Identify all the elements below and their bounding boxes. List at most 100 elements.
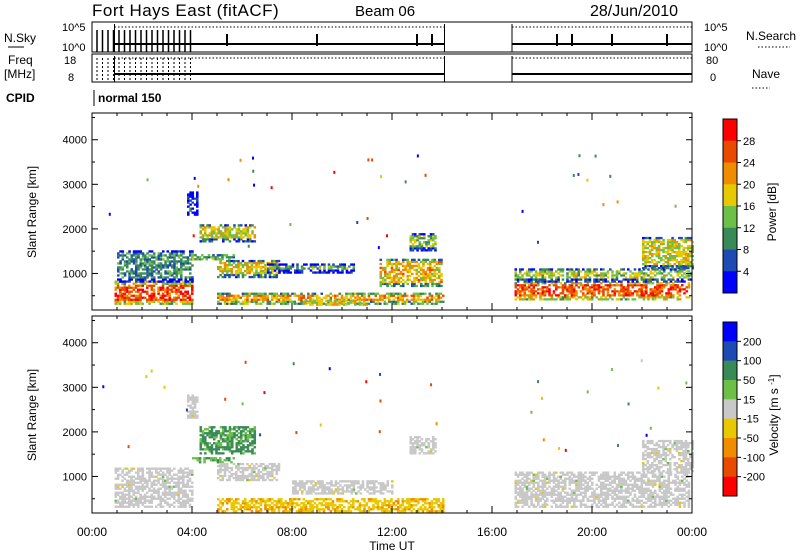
range-cell	[280, 263, 284, 266]
range-cell	[164, 493, 167, 496]
range-cell	[602, 280, 605, 283]
range-cell	[273, 504, 276, 507]
range-cell	[642, 255, 645, 258]
range-cell	[514, 481, 518, 484]
range-cell	[264, 502, 267, 505]
range-cell	[375, 486, 378, 489]
range-cell	[188, 282, 192, 285]
range-cell	[427, 450, 431, 453]
range-cell	[414, 450, 417, 453]
range-cell	[228, 444, 232, 447]
range-cell	[264, 478, 267, 482]
range-cell	[416, 438, 419, 441]
range-cell	[139, 272, 143, 275]
range-cell	[150, 499, 154, 502]
range-cell	[157, 495, 160, 498]
range-cell	[241, 502, 245, 505]
range-cell	[296, 263, 299, 266]
range-cell	[539, 491, 542, 494]
range-cell	[214, 258, 218, 261]
range-cell	[388, 300, 391, 303]
range-cell	[342, 299, 346, 302]
range-cell	[188, 294, 192, 297]
range-cell	[293, 498, 297, 501]
range-cell	[228, 446, 232, 449]
range-cell	[228, 302, 231, 305]
range-cell	[662, 259, 665, 262]
range-cell	[300, 269, 304, 272]
range-cell	[675, 253, 679, 256]
range-cell	[231, 434, 234, 437]
range-cell	[141, 489, 145, 492]
range-cell	[244, 426, 248, 429]
range-cell	[319, 482, 322, 485]
range-cell	[418, 452, 422, 455]
range-cell	[148, 499, 151, 502]
range-cell	[648, 265, 652, 268]
range-cell	[409, 245, 413, 248]
range-cell	[523, 475, 527, 478]
range-cell	[303, 267, 306, 270]
range-cell	[644, 263, 647, 266]
range-cell	[403, 510, 407, 513]
range-cell	[372, 292, 375, 295]
range-cell	[137, 274, 140, 277]
range-cell	[434, 249, 437, 252]
range-cell	[159, 266, 163, 269]
range-cell	[672, 294, 675, 297]
range-cell	[161, 300, 165, 303]
range-cell	[257, 261, 261, 265]
range-cell	[139, 292, 142, 295]
range-cell	[516, 493, 520, 496]
range-cell	[300, 502, 303, 505]
range-cell	[246, 298, 249, 301]
range-cell	[397, 266, 401, 270]
range-cell	[539, 471, 542, 474]
range-cell	[141, 473, 145, 476]
range-cell	[609, 286, 612, 289]
range-cell	[651, 288, 655, 291]
range-cell	[134, 286, 138, 289]
range-cell	[528, 280, 531, 283]
range-cell	[223, 275, 227, 279]
range-cell	[225, 256, 229, 259]
range-cell	[240, 238, 243, 241]
range-cell	[235, 240, 239, 243]
range-cell	[336, 267, 340, 270]
range-cell	[312, 486, 315, 489]
range-cell	[395, 272, 398, 276]
range-cell	[687, 238, 690, 242]
range-cell	[186, 262, 190, 265]
range-cell	[173, 290, 176, 293]
range-cell	[119, 497, 122, 500]
range-cell	[150, 493, 154, 496]
range-cell	[128, 483, 131, 486]
range-cell	[340, 498, 344, 501]
range-cell	[675, 259, 679, 262]
range-cell	[633, 284, 637, 287]
range-cell	[416, 235, 419, 238]
range-cell	[170, 298, 174, 301]
range-cell	[654, 298, 657, 301]
range-cell	[268, 472, 272, 476]
range-cell	[311, 508, 315, 511]
range-cell	[266, 476, 270, 480]
range-cell	[418, 247, 422, 250]
range-cell	[384, 488, 387, 491]
range-cell	[325, 482, 329, 485]
range-cell	[442, 502, 445, 505]
range-cell	[228, 436, 232, 439]
range-cell	[381, 506, 384, 509]
range-cell	[521, 499, 524, 502]
range-cell	[611, 298, 614, 301]
range-cell	[642, 274, 646, 277]
range-cell	[358, 301, 362, 304]
range-cell	[355, 492, 358, 495]
range-cell	[331, 506, 335, 509]
range-cell	[139, 278, 143, 281]
range-cell	[406, 282, 410, 286]
range-cell	[304, 508, 308, 511]
range-cell	[259, 470, 263, 474]
range-cell	[228, 275, 231, 279]
range-cell	[219, 267, 222, 271]
